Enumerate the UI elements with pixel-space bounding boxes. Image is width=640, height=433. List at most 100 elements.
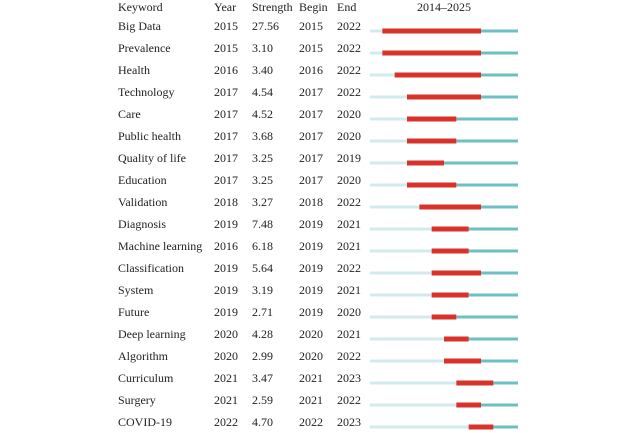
cell: 2019: [337, 151, 361, 165]
header-cell: Keyword: [118, 0, 163, 14]
cell: 2015: [299, 41, 323, 55]
cell: 6.18: [252, 239, 273, 253]
burst-bar: [407, 94, 481, 100]
cell: 2019: [214, 283, 238, 297]
cell: 2.59: [252, 393, 273, 407]
cell: 3.19: [252, 283, 273, 297]
header-cell: 2014–2025: [417, 0, 471, 14]
cell: 2015: [299, 19, 323, 33]
cell: 5.64: [252, 261, 273, 275]
keyword: Validation: [118, 195, 167, 209]
cell: 2022: [214, 415, 238, 429]
header-cell: End: [337, 0, 356, 14]
cell: 2017: [299, 107, 323, 121]
keyword: Technology: [118, 85, 174, 99]
burst-bar: [444, 336, 469, 342]
header-cell: Begin: [299, 0, 328, 14]
keyword: Diagnosis: [118, 217, 166, 231]
keyword: Prevalence: [118, 41, 171, 55]
cell: 2019: [214, 217, 238, 231]
cell: 2017: [214, 129, 238, 143]
cell: 2020: [337, 305, 361, 319]
cell: 2016: [299, 63, 323, 77]
cell: 2022: [337, 393, 361, 407]
cell: 2016: [214, 63, 238, 77]
cell: 2019: [299, 217, 323, 231]
keyword: Algorithm: [118, 349, 169, 363]
cell: 2017: [299, 173, 323, 187]
cell: 3.27: [252, 195, 273, 209]
cell: 2020: [337, 173, 361, 187]
cell: 2021: [337, 239, 361, 253]
keyword: Care: [118, 107, 141, 121]
cell: 3.47: [252, 371, 273, 385]
cell: 2017: [214, 107, 238, 121]
keyword: Future: [118, 305, 149, 319]
cell: 2015: [214, 41, 238, 55]
keyword: Surgery: [118, 393, 156, 407]
keyword: Quality of life: [118, 151, 186, 165]
cell: 2017: [214, 85, 238, 99]
burst-bar: [431, 270, 481, 276]
cell: 4.28: [252, 327, 273, 341]
burst-bar: [407, 138, 457, 144]
cell: 2021: [337, 217, 361, 231]
burst-bar: [456, 380, 494, 386]
header-cell: Strength: [252, 0, 293, 14]
cell: 27.56: [252, 19, 279, 33]
cell: 3.25: [252, 151, 273, 165]
keyword: Public health: [118, 129, 181, 143]
cell: 2018: [214, 195, 238, 209]
cell: 2017: [299, 151, 323, 165]
keyword: Big Data: [118, 19, 162, 33]
cell: 2019: [214, 305, 238, 319]
cell: 2020: [299, 349, 323, 363]
cell: 2021: [299, 371, 323, 385]
keyword: Classification: [118, 261, 184, 275]
cell: 2022: [337, 41, 361, 55]
burst-bar: [382, 28, 481, 34]
cell: 2020: [299, 327, 323, 341]
burst-bar: [394, 72, 481, 78]
cell: 2019: [214, 261, 238, 275]
burst-bar: [407, 116, 457, 122]
cell: 2020: [337, 129, 361, 143]
cell: 2017: [299, 85, 323, 99]
cell: 4.52: [252, 107, 273, 121]
keyword: Machine learning: [118, 239, 202, 253]
cell: 2017: [299, 129, 323, 143]
keyword: Education: [118, 173, 167, 187]
cell: 2022: [337, 63, 361, 77]
cell: 2022: [337, 195, 361, 209]
burst-bar: [431, 314, 457, 320]
cell: 2023: [337, 371, 361, 385]
cell: 2023: [337, 415, 361, 429]
cell: 2022: [337, 261, 361, 275]
cell: 3.25: [252, 173, 273, 187]
burst-bar: [456, 402, 481, 408]
cell: 2020: [214, 327, 238, 341]
cell: 2016: [214, 239, 238, 253]
cell: 2019: [299, 261, 323, 275]
cell: 2019: [299, 283, 323, 297]
cell: 2022: [337, 349, 361, 363]
cell: 2022: [337, 19, 361, 33]
burst-bar: [431, 226, 469, 232]
burst-bar: [419, 204, 481, 210]
burst-bar: [382, 50, 481, 56]
cell: 2021: [214, 393, 238, 407]
cell: 2022: [299, 415, 323, 429]
cell: 2019: [299, 239, 323, 253]
burst-bar: [444, 358, 481, 364]
cell: 2020: [214, 349, 238, 363]
cell: 2021: [299, 393, 323, 407]
burst-bar: [407, 182, 457, 188]
cell: 2.71: [252, 305, 273, 319]
cell: 3.40: [252, 63, 273, 77]
cell: 7.48: [252, 217, 273, 231]
cell: 2021: [337, 327, 361, 341]
keyword: Health: [118, 63, 150, 77]
cell: 4.54: [252, 85, 273, 99]
burst-bar: [431, 292, 469, 298]
burst-bar: [407, 160, 444, 166]
